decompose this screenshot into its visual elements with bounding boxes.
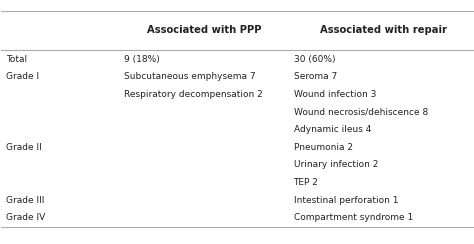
Text: Grade IV: Grade IV (6, 213, 46, 222)
Text: 30 (60%): 30 (60%) (293, 55, 335, 64)
Text: TEP 2: TEP 2 (293, 178, 319, 187)
Text: Associated with repair: Associated with repair (319, 25, 447, 35)
Text: Compartment syndrome 1: Compartment syndrome 1 (293, 213, 413, 222)
Text: Pneumonia 2: Pneumonia 2 (293, 143, 353, 152)
Text: Intestinal perforation 1: Intestinal perforation 1 (293, 196, 398, 205)
Text: Wound infection 3: Wound infection 3 (293, 90, 376, 99)
Text: 9 (18%): 9 (18%) (124, 55, 160, 64)
Text: Grade II: Grade II (6, 143, 42, 152)
Text: Adynamic ileus 4: Adynamic ileus 4 (293, 125, 371, 134)
Text: Subcutaneous emphysema 7: Subcutaneous emphysema 7 (124, 72, 255, 81)
Text: Grade I: Grade I (6, 72, 39, 81)
Text: Respiratory decompensation 2: Respiratory decompensation 2 (124, 90, 263, 99)
Text: Associated with PPP: Associated with PPP (147, 25, 261, 35)
Text: Seroma 7: Seroma 7 (293, 72, 337, 81)
Text: Urinary infection 2: Urinary infection 2 (293, 161, 378, 169)
Text: Wound necrosis/dehiscence 8: Wound necrosis/dehiscence 8 (293, 108, 428, 117)
Text: Grade III: Grade III (6, 196, 45, 205)
Text: Total: Total (6, 55, 27, 64)
